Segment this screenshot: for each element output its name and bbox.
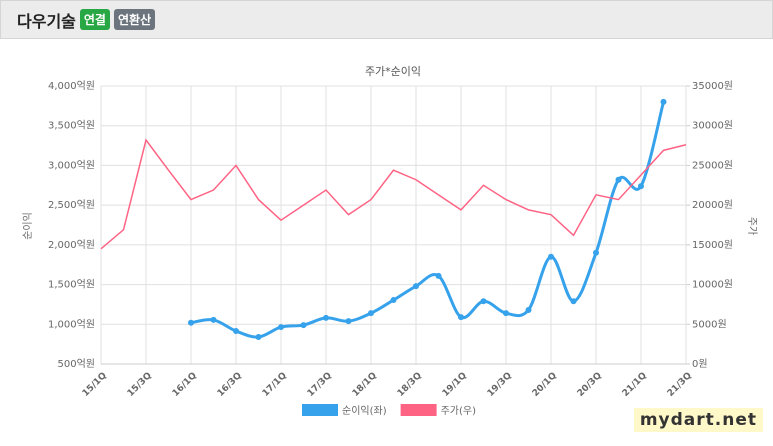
x-tick-label: 20/1Q: [531, 371, 559, 399]
point: [188, 319, 194, 326]
point: [525, 306, 532, 313]
point: [390, 297, 397, 304]
point: [278, 324, 284, 331]
y-tick-label: 3,000억원: [48, 159, 95, 171]
y-tick-label: 1,500억원: [48, 279, 95, 291]
y-axis-label: 순이익: [22, 212, 34, 240]
x-tick-label: 20/3Q: [576, 371, 604, 399]
y-tick-label: 4,000억원: [48, 80, 95, 92]
x-tick-label: 15/3Q: [126, 371, 154, 399]
point: [255, 333, 262, 340]
x-tick-label: 16/1Q: [171, 371, 199, 399]
chart-title: 주가*순이익: [365, 65, 421, 78]
point: [413, 283, 419, 290]
x-tick-label: 18/3Q: [396, 371, 424, 399]
series-line: [100, 138, 687, 250]
point: [480, 298, 487, 305]
x-tick-label: 21/1Q: [621, 371, 649, 399]
chart: 주가*순이익 순이익 주가 500억원 1,000억원 1,500억원 2,000억원…: [22, 65, 758, 417]
x-tick-label: 21/3Q: [666, 371, 694, 399]
point: [210, 316, 217, 323]
watermark: mydart.net: [633, 408, 763, 432]
point: [503, 310, 509, 317]
y2-tick-label: 0원: [692, 358, 708, 370]
y2-tick-label: 35000원: [692, 80, 733, 92]
point: [638, 183, 644, 190]
x-tick-label: 17/1Q: [261, 371, 289, 399]
badge: 연결: [79, 9, 110, 30]
point: [570, 298, 577, 305]
point: [593, 249, 599, 256]
x-tick-label: 15/1Q: [81, 371, 109, 399]
y2-tick-label: 10000원: [692, 279, 733, 291]
point: [615, 176, 622, 183]
y-tick-label: 2,000억원: [48, 239, 95, 251]
legend-label: 순이익(좌): [342, 405, 387, 417]
y2-tick-label: 5000원: [692, 318, 727, 330]
x-tick-label: 19/1Q: [441, 371, 469, 399]
x-tick-label: 17/3Q: [306, 371, 334, 399]
company-title: 다우기술: [17, 11, 76, 31]
x-tick-label: 18/1Q: [351, 371, 379, 399]
point: [233, 328, 239, 335]
legend-label: 주가(우): [441, 405, 477, 417]
y-tick-label: 2,500억원: [48, 199, 95, 211]
y2-tick-label: 20000원: [692, 199, 733, 211]
y-tick-label: 3,500억원: [48, 120, 95, 132]
point: [660, 98, 667, 105]
y-tick-label: 500억원: [58, 358, 96, 370]
badge: 연환산: [113, 9, 156, 30]
header: 다우기술 연결 연환산: [0, 0, 773, 39]
point: [435, 272, 442, 279]
point: [368, 310, 374, 317]
point: [548, 253, 554, 260]
y2-tick-label: 25000원: [692, 159, 733, 171]
y2-axis-label: 주가: [746, 217, 758, 235]
legend-swatch: [400, 404, 437, 416]
point: [345, 318, 352, 325]
point: [323, 314, 329, 321]
legend-swatch: [302, 404, 338, 416]
y-tick-label: 1,000억원: [48, 318, 95, 330]
point: [458, 314, 464, 321]
x-tick-label: 16/3Q: [216, 371, 244, 399]
series-line: [190, 101, 665, 339]
y2-tick-label: 30000원: [692, 120, 733, 132]
x-tick-label: 19/3Q: [486, 371, 514, 399]
point: [300, 322, 307, 329]
y2-tick-label: 15000원: [692, 239, 733, 251]
